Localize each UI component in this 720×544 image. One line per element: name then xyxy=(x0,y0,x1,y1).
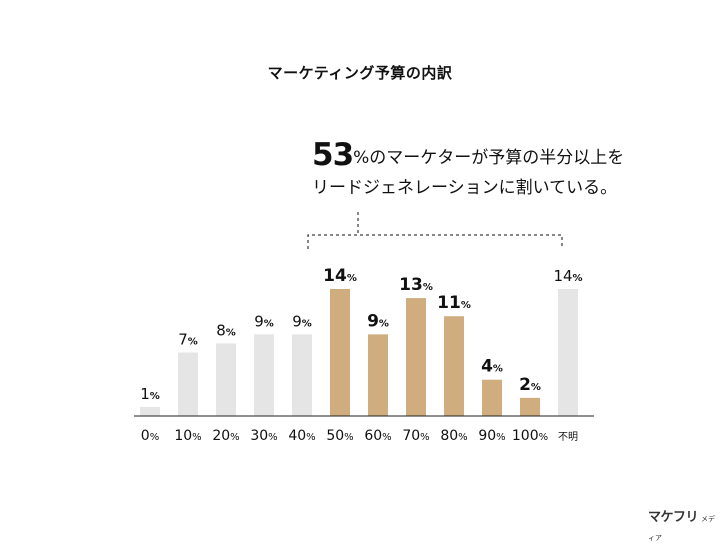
value-label-5: 14% xyxy=(323,266,357,286)
bars xyxy=(140,289,578,416)
category-label-1: 10% xyxy=(174,428,201,444)
value-label-6: 9% xyxy=(367,311,389,331)
bar-11 xyxy=(558,289,578,416)
value-label-8: 11% xyxy=(437,293,471,313)
annotation-line2: リードジェネレーションに割いている。 xyxy=(312,178,618,198)
chart-title: マーケティング予算の内訳 xyxy=(267,64,453,82)
chart-annotation: 53%のマーケターが予算の半分以上を リードジェネレーションに割いている。 xyxy=(312,140,712,203)
annotation-line1: %のマーケターが予算の半分以上を xyxy=(353,148,625,168)
bracket-line xyxy=(307,234,563,249)
category-label-11: 不明 xyxy=(558,431,578,443)
bar-6 xyxy=(368,334,388,416)
value-label-10: 2% xyxy=(519,375,541,395)
value-labels: 1% 7% 8% 9% 9% 14% 9% 13%11% 4% 2% 14% xyxy=(140,266,582,403)
bar-7 xyxy=(406,298,426,416)
brand-logo: マケフリ メディア xyxy=(648,506,718,542)
category-label-2: 20% xyxy=(212,428,239,444)
bar-10 xyxy=(520,397,540,416)
category-label-8: 80% xyxy=(440,428,467,444)
category-label-0: 0% xyxy=(141,428,159,444)
bar-3 xyxy=(254,334,274,416)
bar-2 xyxy=(216,343,236,416)
value-label-1: 7% xyxy=(178,331,198,349)
category-labels: 0% 10% 20% 30% 40% 50% 60% 70% 80% 90% 100% 不明 xyxy=(141,428,578,444)
value-label-4: 9% xyxy=(292,312,312,330)
category-label-10: 100% xyxy=(512,428,548,444)
bar-9 xyxy=(482,379,502,416)
annotation-big-number: 53 xyxy=(312,137,354,173)
value-label-3: 9% xyxy=(254,312,274,330)
category-label-3: 30% xyxy=(250,428,277,444)
logo-mark: マケフリ xyxy=(648,510,699,525)
bar-8 xyxy=(444,316,464,416)
value-label-7: 13% xyxy=(399,275,433,295)
bar-1 xyxy=(178,352,198,416)
value-label-9: 4% xyxy=(481,357,503,377)
logo-sub: メディア xyxy=(648,515,716,542)
category-label-4: 40% xyxy=(288,428,315,444)
value-label-11: 14% xyxy=(553,267,582,285)
highlight-bracket xyxy=(307,212,563,249)
category-label-6: 60% xyxy=(364,428,391,444)
bar-5 xyxy=(330,289,350,416)
value-label-2: 8% xyxy=(216,321,236,339)
category-label-5: 50% xyxy=(326,428,353,444)
category-label-7: 70% xyxy=(402,428,429,444)
bar-4 xyxy=(292,334,312,416)
category-label-9: 90% xyxy=(478,428,505,444)
value-label-0: 1% xyxy=(140,385,160,403)
bar-0 xyxy=(140,406,160,416)
